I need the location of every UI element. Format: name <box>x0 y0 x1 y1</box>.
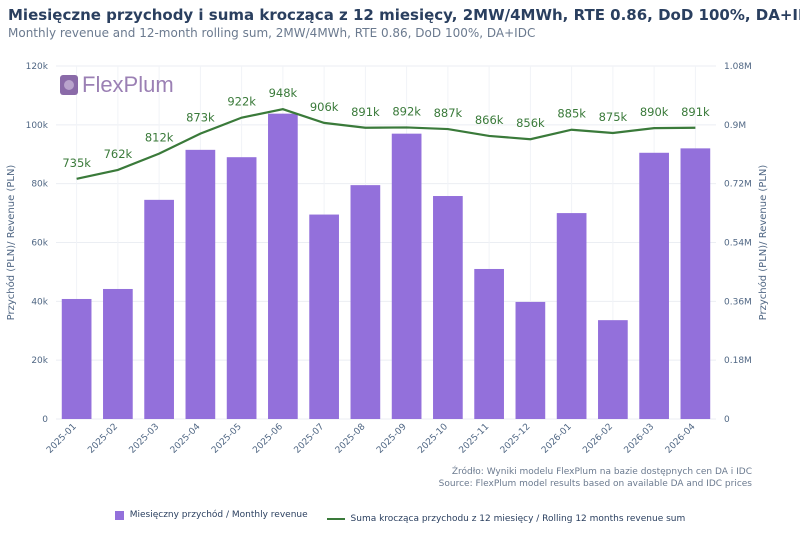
bar <box>268 113 298 419</box>
y-tick-left: 40k <box>31 297 48 307</box>
x-tick-label: 2025-10 <box>416 422 450 456</box>
bar <box>61 298 92 419</box>
x-tick-label: 2025-07 <box>293 422 327 456</box>
y-tick-right: 0.18M <box>724 356 752 366</box>
y-tick-right: 0.36M <box>724 297 752 307</box>
x-tick-label: 2025-12 <box>499 422 533 456</box>
line-data-label: 922k <box>227 95 256 109</box>
source-line-en: Source: FlexPlum model results based on … <box>438 479 752 489</box>
legend-line-label: Suma krocząca przychodu z 12 miesięcy / … <box>350 513 686 524</box>
plum-icon <box>60 75 78 95</box>
x-tick-label: 2026-03 <box>623 422 657 456</box>
legend-bar-label: Miesięczny przychód / Monthly revenue <box>129 510 308 520</box>
source-line-pl: Źródło: Wyniki modelu FlexPlum na bazie … <box>451 467 752 477</box>
line-data-label: 891k <box>681 105 710 119</box>
x-tick-label: 2026-04 <box>664 422 698 456</box>
x-tick-label: 2025-09 <box>375 422 409 456</box>
y-tick-right: 0.9M <box>724 121 746 131</box>
y-tick-right: 0.72M <box>724 180 752 190</box>
y-tick-left: 100k <box>26 121 49 131</box>
line-data-label: 875k <box>599 110 628 124</box>
line-data-label: 873k <box>186 111 215 125</box>
y-tick-right: 0.54M <box>724 239 752 249</box>
bar <box>515 301 546 419</box>
line-data-label: 762k <box>104 147 133 161</box>
line-data-label: 856k <box>516 116 545 130</box>
line-data-label: 735k <box>62 156 91 170</box>
x-tick-label: 2026-02 <box>581 422 615 456</box>
legend: Miesięczny przychód / Monthly revenue Su… <box>0 510 800 524</box>
rolling-sum-line <box>76 108 696 180</box>
y-tick-left: 20k <box>31 356 48 366</box>
chart-title: Miesięczne przychody i suma krocząca z 1… <box>8 6 800 24</box>
line-data-label: 885k <box>557 107 586 121</box>
line-data-label: 887k <box>434 106 463 120</box>
x-tick-label: 2026-01 <box>540 422 574 456</box>
source-note: Źródło: Wyniki modelu FlexPlum na bazie … <box>439 466 752 490</box>
y-axis-label-left: Przychód (PLN)/ Revenue (PLN) <box>5 165 17 321</box>
legend-line-swatch <box>326 517 345 520</box>
line-data-label: 892k <box>392 104 421 118</box>
y-tick-right: 1.08M <box>724 62 752 72</box>
legend-bar-swatch <box>114 510 124 520</box>
bar <box>144 199 174 419</box>
logo-text: FlexPlum <box>82 72 174 97</box>
bar <box>474 268 504 419</box>
line-data-label: 812k <box>145 131 174 145</box>
bar <box>309 214 339 419</box>
x-tick-label: 2025-06 <box>251 422 285 456</box>
bar <box>226 157 257 420</box>
bar <box>556 213 587 419</box>
x-tick-label: 2025-03 <box>128 422 162 456</box>
flexplum-logo: FlexPlum <box>60 72 174 98</box>
x-tick-label: 2025-01 <box>45 422 79 456</box>
x-tick-label: 2025-08 <box>334 422 368 456</box>
x-tick-label: 2025-05 <box>210 422 244 456</box>
bar <box>639 152 669 419</box>
bar <box>433 196 463 419</box>
bar <box>598 320 628 419</box>
line-data-label: 866k <box>475 113 504 127</box>
y-tick-left: 60k <box>31 239 48 249</box>
bar <box>680 148 711 419</box>
bar <box>185 149 216 419</box>
chart-subtitle: Monthly revenue and 12-month rolling sum… <box>8 26 536 40</box>
line-data-label: 890k <box>640 105 669 119</box>
bar <box>391 133 422 420</box>
y-tick-left: 0 <box>42 415 48 425</box>
line-data-label: 906k <box>310 100 339 114</box>
line-data-label: 891k <box>351 105 380 119</box>
y-axis-label-right: Przychód (PLN)/ Revenue (PLN) <box>757 165 769 321</box>
legend-item-bar[interactable]: Miesięczny przychód / Monthly revenue <box>114 510 308 520</box>
legend-item-line[interactable]: Suma krocząca przychodu z 12 miesięcy / … <box>326 513 686 524</box>
bar <box>350 185 381 419</box>
x-tick-label: 2025-02 <box>86 422 120 456</box>
y-tick-right: 0 <box>724 415 730 425</box>
x-tick-label: 2025-11 <box>458 422 492 456</box>
y-tick-left: 120k <box>26 62 49 72</box>
line-data-label: 948k <box>269 86 298 100</box>
y-tick-left: 80k <box>31 180 48 190</box>
x-tick-label: 2025-04 <box>169 422 203 456</box>
bar <box>103 288 133 419</box>
